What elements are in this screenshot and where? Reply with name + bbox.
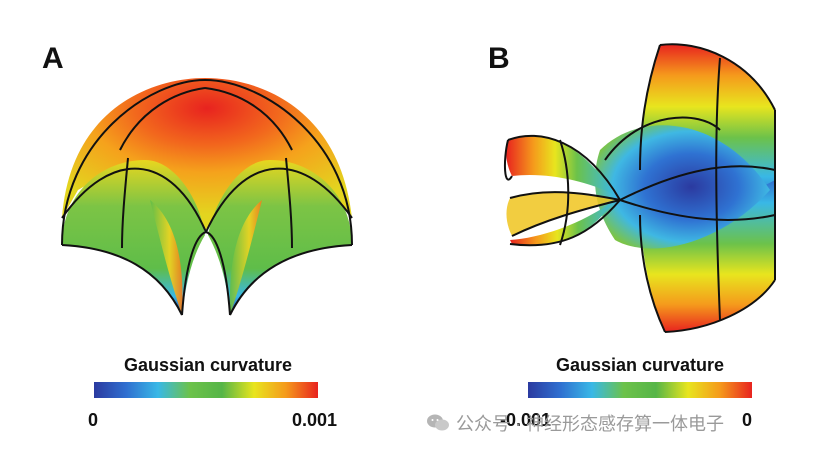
watermark: 公众号 · 神经形态感存算一体电子	[426, 410, 724, 436]
surface-a	[61, 78, 353, 316]
surface-b	[503, 43, 776, 333]
colorbar-a	[94, 382, 318, 398]
watermark-text: 公众号 · 神经形态感存算一体电子	[456, 414, 724, 434]
wechat-icon	[427, 414, 449, 431]
colorbar-b-max-label: 0	[742, 410, 753, 430]
panel-label-a: A	[42, 42, 64, 75]
colorbar-b-min-label: -0.001	[500, 410, 552, 430]
colorbar-a-max-label: 0.001	[292, 410, 338, 430]
colorbar-a-title: Gaussian curvature	[123, 355, 293, 375]
colorbar-a-min-label: 0	[88, 410, 99, 430]
panel-label-b: B	[488, 42, 510, 75]
colorbar-b-title: Gaussian curvature	[555, 355, 725, 375]
colorbar-b	[528, 382, 752, 398]
